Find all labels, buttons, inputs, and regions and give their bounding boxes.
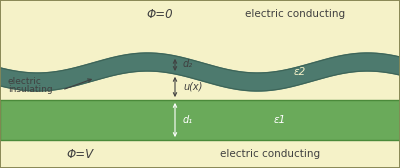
- Text: u(x): u(x): [183, 82, 202, 92]
- Text: electric conducting: electric conducting: [220, 149, 320, 159]
- Text: electric: electric: [8, 77, 42, 87]
- Text: d₂: d₂: [183, 59, 193, 69]
- Text: d₁: d₁: [183, 115, 193, 125]
- Text: Φ=0: Φ=0: [147, 8, 173, 20]
- Bar: [0, 100, 400, 140]
- Text: insulating: insulating: [8, 86, 53, 94]
- Text: electric conducting: electric conducting: [245, 9, 345, 19]
- Text: ε1: ε1: [274, 115, 286, 125]
- Text: Φ=V: Φ=V: [66, 148, 94, 160]
- Text: ε2: ε2: [294, 67, 306, 77]
